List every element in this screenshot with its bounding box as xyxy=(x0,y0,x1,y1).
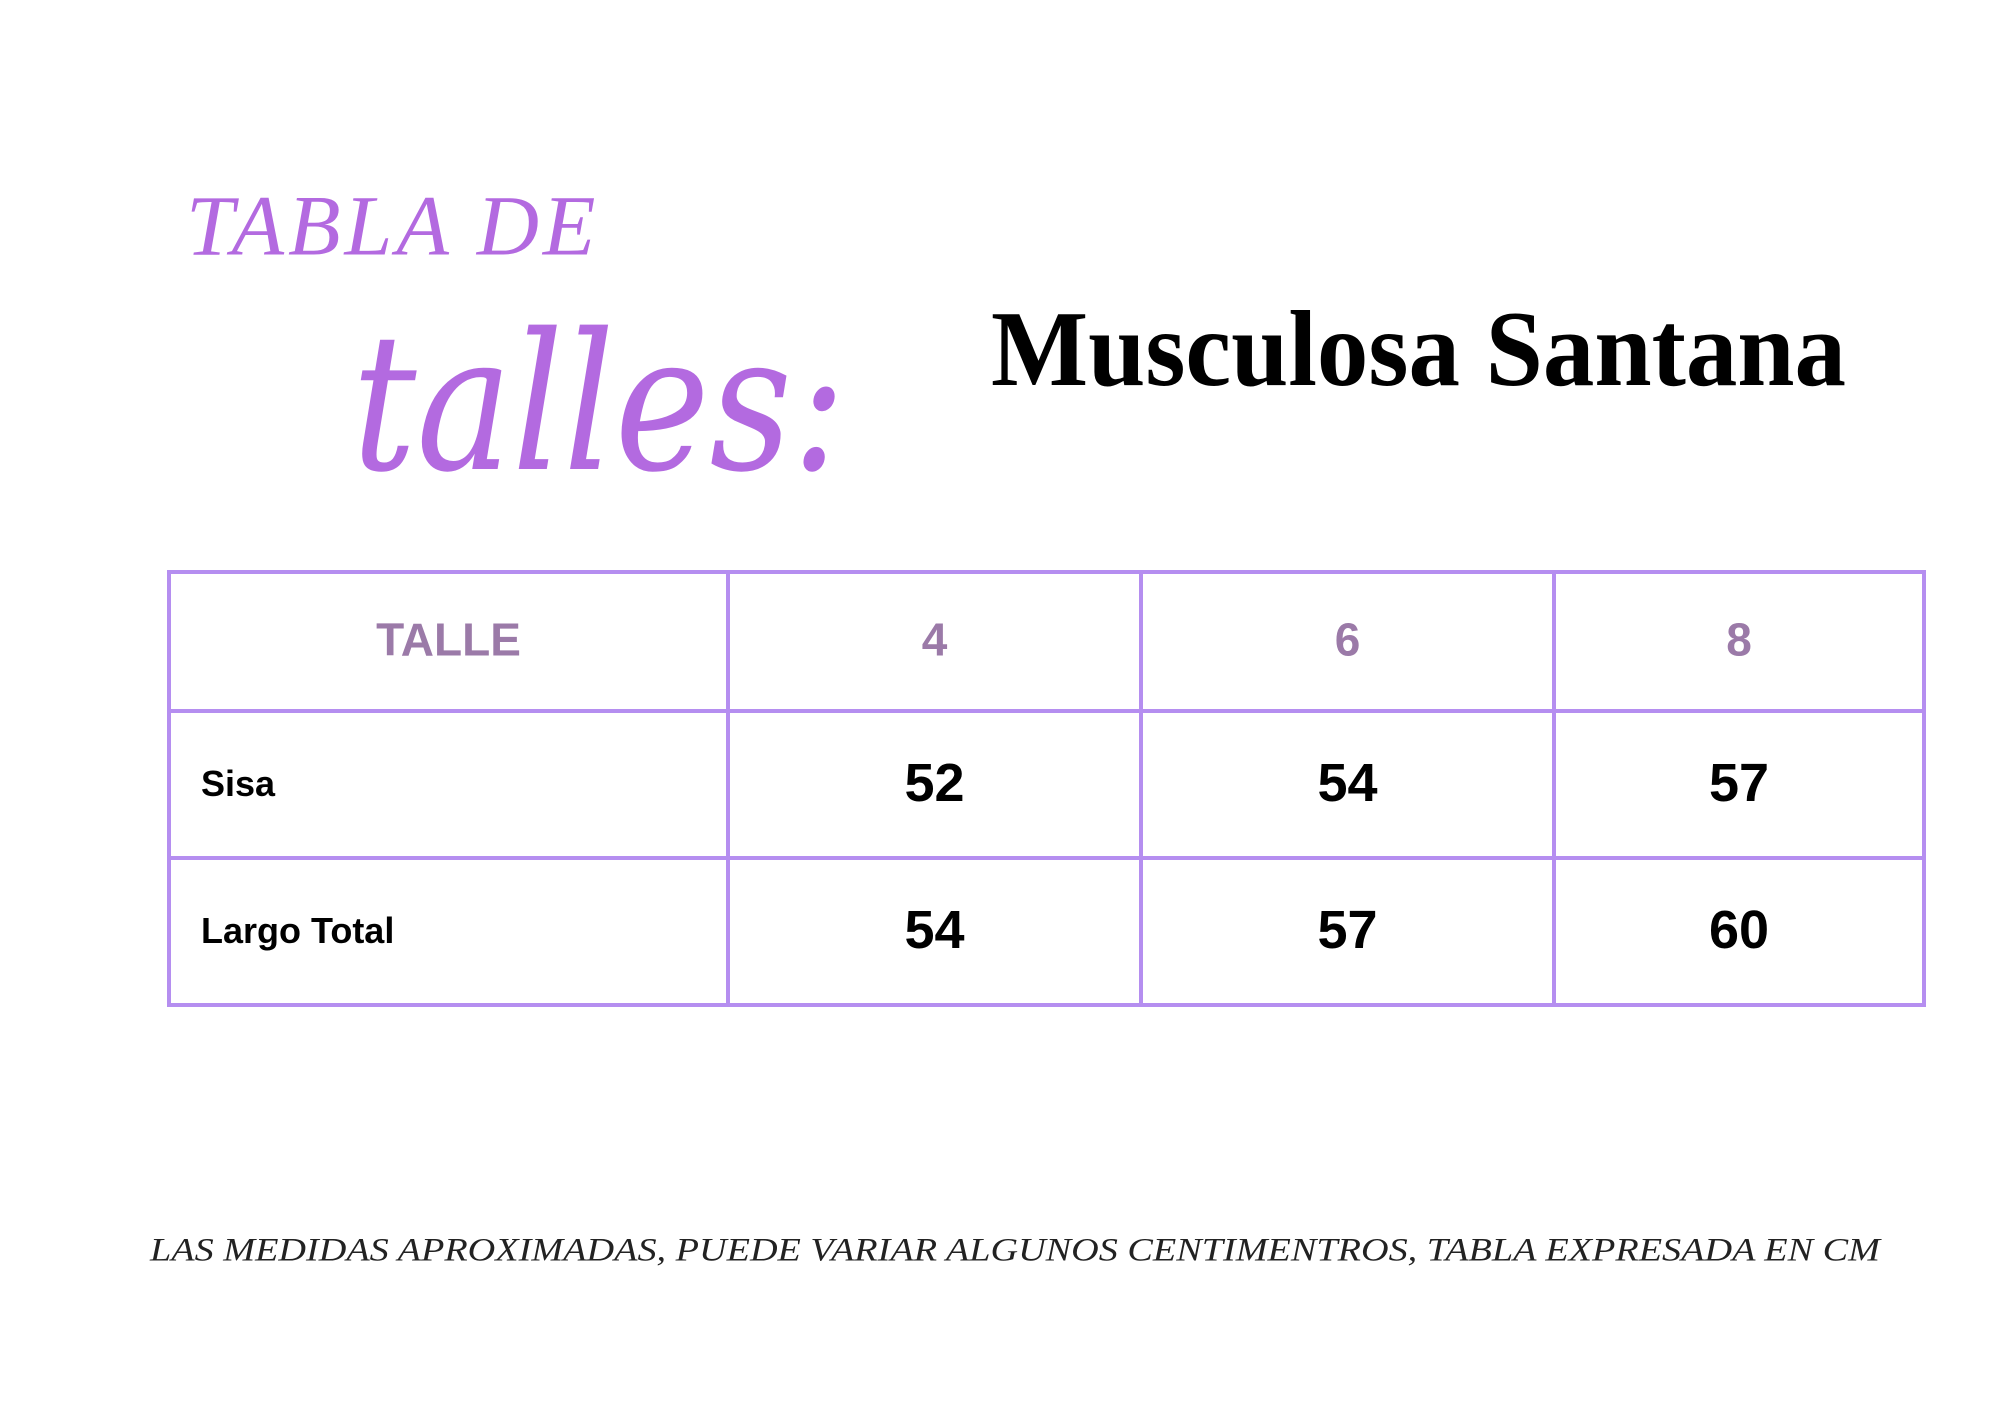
header-cell: 4 xyxy=(922,614,948,666)
value-cell: 52 xyxy=(904,753,964,813)
title-line1: TABLA DE xyxy=(186,178,599,274)
product-name: Musculosa Santana xyxy=(991,290,1846,409)
title-line2: talles: xyxy=(352,293,846,514)
value-cell: 54 xyxy=(1317,753,1377,813)
value-cell: 60 xyxy=(1709,900,1769,960)
size-table: TALLE 4 6 8 Sisa 52 54 57 Largo Total 54 57 60 xyxy=(167,570,1926,1007)
header-cell: TALLE xyxy=(376,614,521,666)
value-cell: 57 xyxy=(1317,900,1377,960)
header-cell: 8 xyxy=(1726,614,1752,666)
footer-note: LAS MEDIDAS APROXIMADAS, PUEDE VARIAR AL… xyxy=(149,1233,1882,1269)
value-cell: 57 xyxy=(1709,753,1769,813)
row-label: Sisa xyxy=(201,763,276,804)
value-cell: 54 xyxy=(904,900,964,960)
header-cell: 6 xyxy=(1335,614,1361,666)
row-label: Largo Total xyxy=(201,910,394,951)
